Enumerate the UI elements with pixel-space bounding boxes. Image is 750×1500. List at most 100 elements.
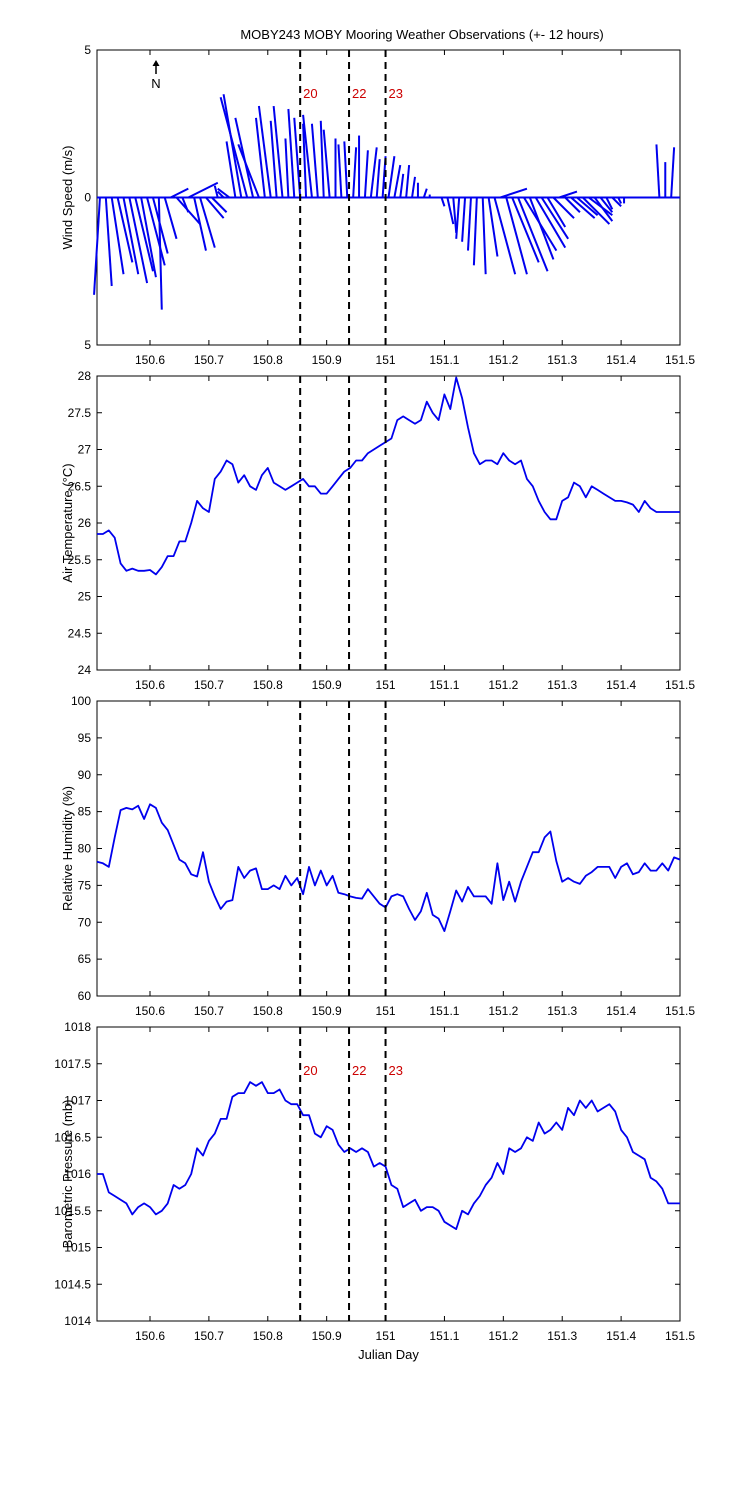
x-tick-label: 151 — [376, 678, 396, 692]
wind-vector — [187, 181, 219, 199]
wind-vector — [363, 150, 369, 198]
x-tick-label: 150.7 — [194, 1004, 224, 1018]
wind-vector — [272, 105, 284, 198]
x-tick-label: 151.1 — [429, 353, 459, 367]
wind-vector — [287, 108, 296, 198]
wind-vector — [570, 196, 596, 219]
wind-vector — [157, 197, 163, 310]
wind-vector — [222, 94, 243, 198]
panel-1: 150.6 150.7 150.8 150.9 151 151.1 151.2 151.3 15… — [60, 43, 695, 367]
y-tick-label: 27.5 — [68, 406, 92, 420]
y-tick-label: 25.5 — [68, 553, 92, 567]
wind-vector — [140, 197, 157, 278]
wind-vector — [422, 188, 428, 198]
wind-vector — [611, 196, 622, 208]
x-tick-label: 150.6 — [135, 1004, 165, 1018]
wind-vector — [528, 197, 555, 260]
wind-vector — [461, 197, 467, 242]
y-axis-label: Barometric Pressure (mb) — [60, 1100, 75, 1249]
y-tick-label: 85 — [78, 805, 92, 819]
wind-vector — [219, 96, 249, 198]
wind-vector — [576, 196, 599, 216]
y-tick-label: 70 — [78, 915, 92, 929]
y-tick-label: 5 — [84, 338, 91, 352]
x-axis-label: Julian Day — [358, 1347, 419, 1362]
y-tick-label: 80 — [78, 842, 92, 856]
wind-vector — [199, 197, 216, 248]
y-tick-label: 26.5 — [68, 479, 92, 493]
wind-vector — [564, 196, 581, 213]
wind-vector — [517, 197, 549, 272]
x-tick-label: 150.6 — [135, 353, 165, 367]
y-tick-label: 25 — [78, 590, 92, 604]
y-tick-label: 26 — [78, 516, 92, 530]
y-tick-label: 95 — [78, 731, 92, 745]
y-tick-label: 24 — [78, 663, 92, 677]
wind-vector — [505, 197, 528, 275]
wind-vector — [193, 197, 207, 251]
wind-vector — [181, 197, 190, 213]
wind-vector — [617, 197, 623, 204]
y-tick-label: 60 — [78, 989, 92, 1003]
wind-vector — [170, 187, 189, 199]
y-tick-label: 28 — [78, 369, 92, 383]
plot-frame — [96, 375, 681, 671]
y-tick-label: 1017.5 — [54, 1057, 91, 1071]
x-tick-label: 151.3 — [547, 353, 577, 367]
wind-vector — [217, 187, 231, 199]
wind-vector — [269, 120, 278, 198]
x-tick-label: 150.8 — [253, 678, 283, 692]
wind-vector — [322, 129, 331, 198]
wind-vector — [500, 187, 528, 199]
data-line — [96, 803, 681, 932]
wind-vector — [582, 196, 611, 225]
x-tick-label: 151.2 — [488, 1329, 518, 1343]
north-arrowhead-icon — [152, 60, 160, 66]
panel-4: 150.6 150.7 150.8 150.9 151 151.1 151.2 151.3 15… — [54, 1020, 695, 1362]
event-label: 20 — [303, 1063, 317, 1078]
x-tick-label: 150.9 — [312, 678, 342, 692]
wind-vector — [540, 196, 570, 240]
wind-vector — [670, 147, 676, 198]
wind-vector — [163, 197, 178, 240]
x-tick-label: 151.3 — [547, 1329, 577, 1343]
wind-vector — [257, 105, 272, 198]
x-tick-label: 150.9 — [312, 1004, 342, 1018]
x-tick-label: 150.6 — [135, 1329, 165, 1343]
wind-vector — [310, 123, 319, 198]
x-tick-label: 151.4 — [606, 678, 636, 692]
wind-vector — [213, 185, 219, 198]
wind-vector — [387, 156, 396, 198]
y-tick-label: 90 — [78, 768, 92, 782]
wind-vector — [599, 196, 614, 213]
x-tick-label: 151 — [376, 1004, 396, 1018]
x-tick-label: 151.2 — [488, 1004, 518, 1018]
wind-vector — [205, 196, 225, 219]
wind-vector — [319, 120, 325, 198]
data-line — [97, 1081, 680, 1230]
wind-vector — [369, 147, 378, 198]
wind-vector — [481, 197, 487, 275]
x-tick-label: 151.1 — [429, 678, 459, 692]
wind-vector — [411, 176, 416, 198]
x-tick-label: 150.7 — [194, 353, 224, 367]
plot-frame — [96, 700, 681, 997]
x-tick-label: 150.6 — [135, 678, 165, 692]
x-tick-label: 151 — [376, 353, 396, 367]
x-tick-label: 151.4 — [606, 353, 636, 367]
event-label: 23 — [389, 1063, 403, 1078]
panel-2: 150.6 150.7 150.8 150.9 151 151.1 151.2 151.3 15… — [60, 369, 695, 692]
wind-vector — [302, 123, 308, 198]
x-tick-label: 150.7 — [194, 1329, 224, 1343]
x-tick-label: 151.4 — [606, 1004, 636, 1018]
y-axis-label: Relative Humidity (%) — [60, 786, 75, 911]
wind-vector — [352, 147, 358, 198]
wind-vector — [552, 196, 575, 219]
x-tick-label: 151.1 — [429, 1329, 459, 1343]
wind-vector — [116, 197, 134, 263]
wind-vector — [440, 197, 446, 207]
event-label: 22 — [352, 86, 366, 101]
y-tick-label: 65 — [78, 952, 92, 966]
wind-vector — [146, 197, 166, 266]
